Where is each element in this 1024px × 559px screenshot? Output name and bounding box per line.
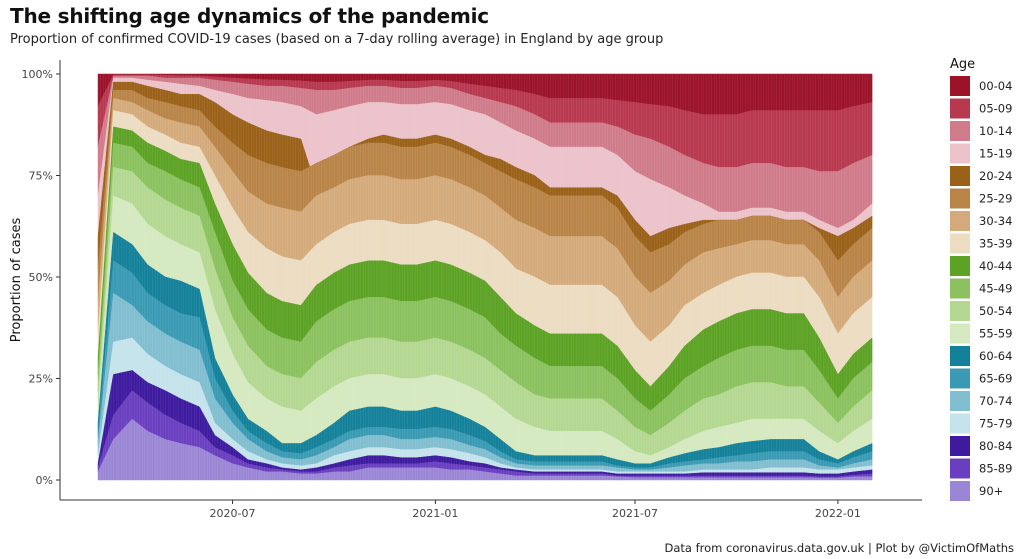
legend-label-90+: 90+ xyxy=(979,484,1003,498)
legend-swatch-20-24 xyxy=(950,166,970,186)
legend-label-75-79: 75-79 xyxy=(979,417,1012,431)
axes xyxy=(59,60,922,501)
legend-label-40-44: 40-44 xyxy=(979,259,1012,273)
legend-label-45-49: 45-49 xyxy=(979,282,1012,296)
legend-label-65-69: 65-69 xyxy=(979,372,1012,386)
x-ticks: 2020-07 2021-01 2021-07 2022-01 xyxy=(210,500,861,520)
chart-caption: Data from coronavirus.data.gov.uk | Plot… xyxy=(664,541,1015,555)
legend-swatch-60-64 xyxy=(950,346,970,366)
area-90+ xyxy=(97,418,873,481)
legend-swatch-45-49 xyxy=(950,278,970,299)
legend-swatch-50-54 xyxy=(950,301,970,321)
legend-swatch-00-04 xyxy=(950,76,970,96)
y-axis-label: Proportion of cases xyxy=(9,218,24,343)
legend-label-30-34: 30-34 xyxy=(979,214,1012,228)
legend-swatch-85-89 xyxy=(950,458,970,479)
legend-label-55-59: 55-59 xyxy=(979,327,1012,341)
legend-swatch-40-44 xyxy=(950,256,970,276)
y-tick-label: 100% xyxy=(22,68,53,81)
legend-label-35-39: 35-39 xyxy=(979,237,1012,251)
legend-label-25-29: 25-29 xyxy=(979,192,1012,206)
legend-label-15-19: 15-19 xyxy=(979,147,1012,161)
legend-swatch-30-34 xyxy=(950,211,970,231)
x-tick-label: 2021-07 xyxy=(612,507,658,520)
y-tick-label: 25% xyxy=(29,373,53,386)
chart-subtitle: Proportion of confirmed COVID-19 cases (… xyxy=(10,32,664,47)
area-layers xyxy=(97,73,873,481)
legend-label-70-74: 70-74 xyxy=(979,394,1012,408)
legend-label-80-84: 80-84 xyxy=(979,439,1012,453)
chart-title: The shifting age dynamics of the pandemi… xyxy=(10,4,489,28)
y-tick-label: 0% xyxy=(36,474,53,487)
legend-swatch-35-39 xyxy=(950,233,970,254)
legend-swatch-25-29 xyxy=(950,188,970,209)
legend-title: Age xyxy=(950,57,975,72)
legend-label-05-09: 05-09 xyxy=(979,102,1012,116)
legend-swatch-80-84 xyxy=(950,436,970,456)
legend-label-10-14: 10-14 xyxy=(979,124,1012,138)
legend-swatch-70-74 xyxy=(950,391,970,411)
legend-swatch-75-79 xyxy=(950,413,970,434)
y-tick-label: 75% xyxy=(29,170,53,183)
x-tick-label: 2022-01 xyxy=(815,507,861,520)
legend-swatch-15-19 xyxy=(950,143,970,164)
legend-label-85-89: 85-89 xyxy=(979,462,1012,476)
legend-swatch-05-09 xyxy=(950,98,970,119)
legend-label-00-04: 00-04 xyxy=(979,79,1012,93)
legend-label-50-54: 50-54 xyxy=(979,304,1012,318)
y-tick-label: 50% xyxy=(29,271,53,284)
legend-swatch-10-14 xyxy=(950,121,970,141)
legend-swatch-65-69 xyxy=(950,368,970,389)
legend: Age 00-04 05-09 10-14 15-19 20-24 25-29 30-34 3… xyxy=(950,57,1012,501)
y-ticks: 0% 25% 50% 75% 100% xyxy=(22,68,60,487)
x-tick-label: 2020-07 xyxy=(210,507,256,520)
legend-label-60-64: 60-64 xyxy=(979,349,1012,363)
legend-swatch-90+ xyxy=(950,481,970,501)
bar-texture xyxy=(97,74,871,480)
legend-swatch-55-59 xyxy=(950,323,970,344)
legend-label-20-24: 20-24 xyxy=(979,169,1012,183)
x-tick-label: 2021-01 xyxy=(412,507,458,520)
